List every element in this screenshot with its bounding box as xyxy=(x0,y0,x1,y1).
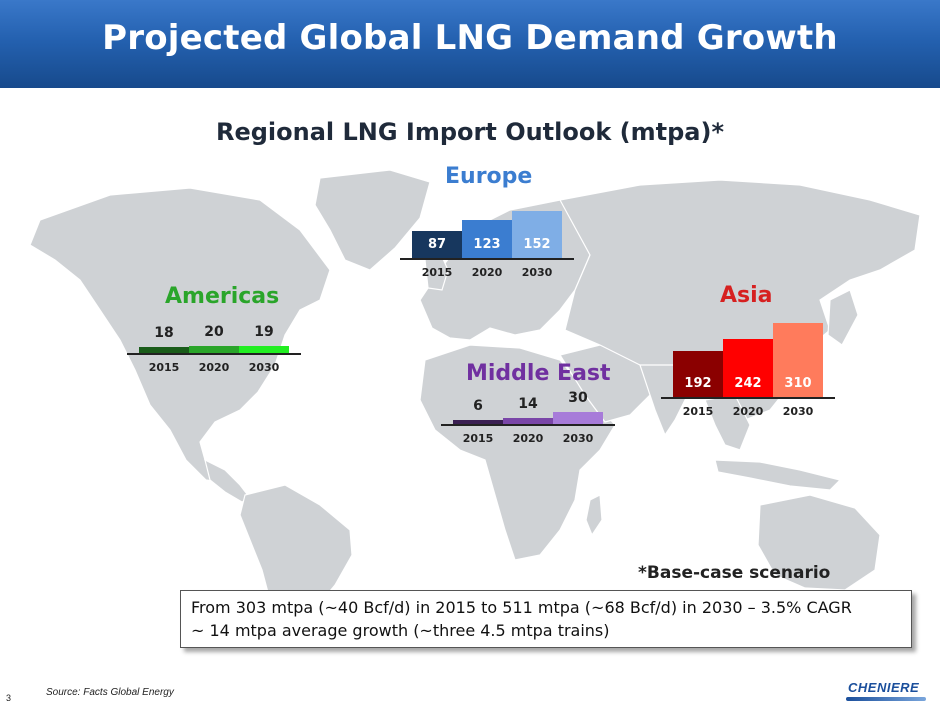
europe-baseline xyxy=(400,258,574,260)
asia-value-2030: 310 xyxy=(784,375,812,391)
asia-value-2015: 192 xyxy=(684,375,712,391)
cheniere-logo: CHENIERE xyxy=(848,680,920,695)
americas-bar-2030 xyxy=(239,346,289,353)
asia-value-2020: 242 xyxy=(734,375,762,391)
page-title: Projected Global LNG Demand Growth xyxy=(102,18,838,58)
asia-label: Asia xyxy=(720,283,773,308)
americas-value-2030: 19 xyxy=(254,324,274,341)
europe-value-2030: 152 xyxy=(523,236,551,252)
callout-line-1: From 303 mtpa (~40 Bcf/d) in 2015 to 511… xyxy=(191,598,852,617)
logo-swoosh-icon xyxy=(846,697,926,701)
americas-value-2015: 18 xyxy=(154,324,174,341)
madagascar-shape xyxy=(585,494,603,537)
source-note: Source: Facts Global Energy xyxy=(46,687,174,698)
asia-bar-2015 xyxy=(673,351,723,397)
europe-year-2015: 2015 xyxy=(421,266,453,279)
americas-value-2020: 20 xyxy=(204,324,224,340)
middle-east-bar-2030 xyxy=(553,412,603,424)
europe-label: Europe xyxy=(445,164,533,189)
asia-year-2030: 2030 xyxy=(782,405,814,418)
europe-bar-2030 xyxy=(512,210,562,258)
americas-baseline xyxy=(127,353,301,355)
middle-east-year-2015: 2015 xyxy=(462,432,494,445)
europe-year-2020: 2020 xyxy=(471,266,503,279)
indonesia-shape xyxy=(714,459,842,491)
middle-east-value-2030: 30 xyxy=(568,390,588,406)
asia-bar-2020 xyxy=(723,339,773,397)
middle-east-bar-2015 xyxy=(453,420,503,424)
japan-shape xyxy=(827,289,859,346)
asia-bar-2030 xyxy=(773,323,823,397)
summary-callout: From 303 mtpa (~40 Bcf/d) in 2015 to 511… xyxy=(180,590,912,648)
europe-bar-2020 xyxy=(462,219,512,258)
greenland-shape xyxy=(314,169,431,271)
north-america-shape xyxy=(29,187,331,483)
africa-shape xyxy=(419,344,616,561)
americas-bar-2015 xyxy=(139,346,189,353)
europe-bar-2015 xyxy=(412,230,462,258)
middle-east-bar-2020 xyxy=(503,418,553,424)
europe-value-2020: 123 xyxy=(473,236,501,252)
title-banner: Projected Global LNG Demand Growth xyxy=(0,0,940,88)
americas-year-2030: 2030 xyxy=(248,361,280,374)
asia-baseline xyxy=(661,397,835,399)
europe-year-2030: 2030 xyxy=(521,266,553,279)
page-number: 3 xyxy=(6,693,12,703)
middle-east-year-2020: 2020 xyxy=(512,432,544,445)
asia-year-2015: 2015 xyxy=(682,405,714,418)
middle-east-value-2015: 6 xyxy=(473,398,483,414)
middle-east-year-2030: 2030 xyxy=(562,432,594,445)
base-case-note: *Base-case scenario xyxy=(638,563,831,583)
americas-bar-2020 xyxy=(189,346,239,353)
americas-year-2015: 2015 xyxy=(148,361,180,374)
middle-east-value-2020: 14 xyxy=(518,396,538,413)
middle-east-label: Middle East xyxy=(466,361,611,386)
americas-year-2020: 2020 xyxy=(198,361,230,374)
europe-value-2015: 87 xyxy=(427,236,447,252)
chart-title: Regional LNG Import Outlook (mtpa)* xyxy=(215,118,725,146)
asia-year-2020: 2020 xyxy=(732,405,764,418)
australia-shape xyxy=(757,494,881,591)
americas-label: Americas xyxy=(165,284,280,309)
central-america-shape xyxy=(204,458,251,503)
middle-east-baseline xyxy=(441,424,615,426)
callout-line-2: ~ 14 mtpa average growth (~three 4.5 mtp… xyxy=(191,621,610,640)
